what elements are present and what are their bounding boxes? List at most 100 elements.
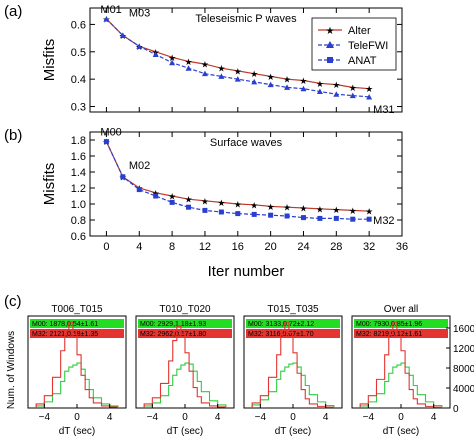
panel-b-frame — [89, 131, 403, 237]
stat-text-m00: M00: 7930,0.85±1.96 — [356, 321, 422, 328]
point-telefwi — [316, 88, 323, 94]
panel-label-a: (a) — [4, 3, 22, 20]
histogram-m00 — [251, 362, 335, 408]
point-alter: ★ — [365, 207, 373, 217]
subplot-title: Over all — [384, 304, 418, 315]
xtick-label: −4 — [363, 412, 375, 423]
panel-a-annotations: M01 M03 M31 — [100, 4, 394, 116]
panel-b-xlabel: Iter number — [208, 263, 285, 280]
histogram-m32 — [251, 321, 335, 408]
point-anat — [169, 199, 175, 205]
ytick-label: 0.5 — [71, 47, 86, 59]
legend-entry-anat: ANAT — [348, 55, 377, 67]
point-alter: ★ — [349, 83, 357, 93]
annotation-label: M00 — [100, 127, 121, 139]
histogram-m00 — [143, 362, 227, 408]
stat-box-m00 — [354, 319, 448, 328]
panel-c-right-yticks: 0 4000 8000 12000 16000 — [446, 324, 474, 415]
panel-b-title: Surface waves — [210, 137, 283, 149]
histogram-m32 — [35, 321, 119, 408]
point-anat — [235, 211, 241, 217]
point-alter: ★ — [332, 205, 340, 215]
point-anat — [120, 174, 126, 180]
ytick-label: 1.8 — [71, 135, 86, 147]
point-alter: ★ — [267, 202, 275, 212]
stat-text-m00: M00: 1878,0.54±1.61 — [32, 321, 98, 328]
point-telefwi — [333, 91, 340, 97]
point-alter: ★ — [184, 57, 192, 67]
xtick-label: 32 — [363, 241, 375, 253]
subplot-title: T015_T035 — [267, 304, 319, 315]
ytick-label: 0.3 — [71, 102, 86, 114]
point-telefwi — [267, 81, 274, 88]
panel-a-chart: Teleseismic P waves Misfits 0.3 0.4 0.5 0.6… — [41, 4, 403, 116]
xtick-label: 4 — [136, 241, 142, 253]
ytick-label: 1.4 — [71, 167, 86, 179]
point-anat — [333, 215, 339, 221]
point-alter: ★ — [201, 196, 209, 206]
point-telefwi — [349, 92, 356, 99]
point-telefwi — [185, 65, 192, 71]
point-telefwi — [152, 51, 159, 58]
point-telefwi — [251, 78, 258, 85]
ytick-label: 0.6 — [71, 19, 86, 31]
point-telefwi — [136, 43, 143, 49]
panel-c-ylabel: Num. of Windows — [6, 331, 17, 409]
point-anat — [366, 216, 372, 222]
xtick-label: −4 — [147, 412, 159, 423]
right-ytick-label: 8000 — [453, 364, 474, 375]
point-telefwi — [366, 93, 373, 100]
point-anat — [186, 204, 192, 210]
point-telefwi — [103, 15, 110, 22]
panel-label-b: (b) — [4, 127, 22, 144]
point-alter: ★ — [299, 204, 307, 214]
series-line-alter — [105, 18, 370, 90]
panel-b-series: ★★★★★★★★★★★★★★★★★ — [102, 132, 403, 222]
point-alter: ★ — [168, 53, 176, 63]
histogram-m00 — [35, 362, 119, 408]
xtick-label: 24 — [297, 241, 309, 253]
point-anat — [300, 215, 306, 221]
annotation-label: M31 — [373, 104, 394, 116]
point-telefwi — [218, 73, 225, 79]
subplot-xlabel: dT (sec) — [275, 426, 312, 437]
point-telefwi — [234, 76, 241, 82]
legend-marker-alter: ★ — [326, 26, 335, 37]
point-alter: ★ — [234, 200, 242, 210]
panel-c-charts: Num. of Windows T006_T015 M00: 1878,0.54±… — [6, 304, 474, 437]
point-alter: ★ — [332, 80, 340, 90]
point-anat — [268, 212, 274, 218]
point-anat — [251, 211, 257, 217]
point-alter: ★ — [299, 76, 307, 86]
point-anat — [103, 139, 109, 145]
panel-b-ylabel: Misfits — [41, 163, 58, 206]
panel-a-yticks: 0.3 0.4 0.5 0.6 — [71, 19, 402, 114]
xtick-label: 12 — [199, 241, 211, 253]
panel-a-title: Teleseismic P waves — [195, 13, 297, 25]
stat-box-m00 — [30, 319, 124, 328]
annotation-label: M01 — [100, 4, 121, 16]
panel-b-annotations: M00 M02 M32 — [100, 127, 394, 227]
histogram-subplot: T010_T020 M00: 2929,1.18±1.93 M32: 2962,0.… — [135, 304, 235, 437]
point-alter: ★ — [349, 206, 357, 216]
point-anat — [284, 213, 290, 219]
xtick-label: 8 — [169, 241, 175, 253]
xtick-label: 0 — [103, 241, 109, 253]
point-alter: ★ — [250, 200, 258, 210]
stat-box-m32 — [138, 329, 232, 338]
point-alter: ★ — [184, 195, 192, 205]
annotation-label: M32 — [373, 215, 394, 227]
subplot-xlabel: dT (sec) — [167, 426, 204, 437]
panel-a-series: ★★★★★★★★★★★★★★★★★ — [102, 8, 403, 112]
subplot-title: T010_T020 — [159, 304, 211, 315]
ytick-label: 0.8 — [71, 215, 86, 227]
panel-a-frame — [89, 7, 403, 113]
stat-text-m00: M00: 3133,0.72±2.12 — [248, 321, 314, 328]
right-ytick-label: 0 — [453, 404, 459, 415]
point-anat — [202, 207, 208, 213]
point-telefwi — [119, 32, 126, 38]
